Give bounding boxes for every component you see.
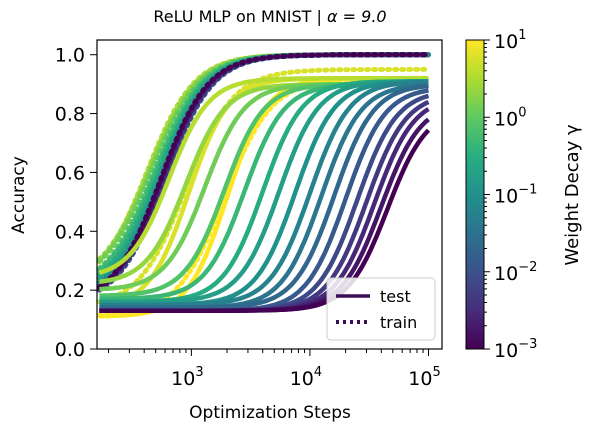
x-tick-label: 103 (171, 365, 203, 390)
y-tick-label: 1.0 (55, 45, 85, 67)
y-tick-label: 0.4 (55, 221, 85, 243)
train-curve (97, 52, 431, 290)
colorbar (465, 39, 485, 350)
legend-label-train: train (380, 313, 417, 332)
colorbar-tick-label: 101 (494, 28, 526, 53)
y-axis-ticks: 0.0 0.2 0.4 0.6 0.8 1.0 (55, 45, 97, 361)
colorbar-tick-label: 100 (494, 105, 526, 130)
y-axis-label: Accuracy (9, 156, 29, 234)
x-tick-label: 104 (290, 365, 322, 390)
legend-box (326, 277, 436, 341)
x-tick-label: 105 (408, 365, 440, 390)
test-curve (99, 83, 429, 311)
series-layer (97, 52, 431, 319)
plot-frame (96, 39, 443, 350)
legend: test train (326, 277, 436, 341)
y-tick-label: 0.8 (55, 104, 85, 126)
y-tick-label: 0.6 (55, 162, 85, 184)
test-curve (98, 76, 429, 275)
y-tick-label: 0.2 (55, 280, 85, 302)
chart-title: ReLU MLP on MNIST | α = 9.0 (153, 7, 386, 26)
y-tick-label: 0.0 (55, 339, 85, 361)
test-curve (99, 128, 431, 313)
test-curve (99, 79, 429, 305)
colorbar-label: Weight Decay γ (562, 124, 583, 266)
colorbar-tick-label: 10−2 (494, 260, 537, 285)
colorbar-tick-label: 10−3 (494, 337, 537, 362)
legend-label-test: test (380, 287, 411, 306)
x-axis-ticks: 103 104 105 (107, 349, 441, 390)
colorbar-ticks: 101 100 10−1 10−2 10−3 (484, 28, 537, 362)
colorbar-tick-label: 10−1 (494, 183, 537, 208)
test-curve (99, 79, 429, 308)
x-axis-label: Optimization Steps (189, 403, 351, 423)
